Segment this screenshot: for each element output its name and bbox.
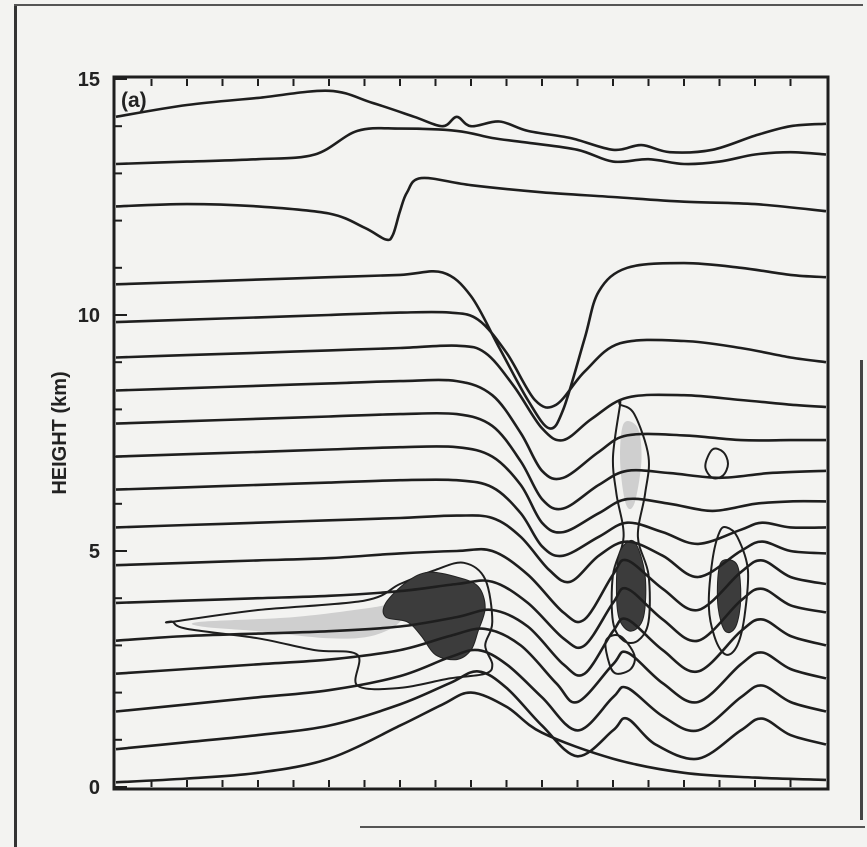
- cloud-region-dark-2: [382, 571, 486, 661]
- panel-label: (a): [121, 89, 147, 112]
- isentrope-line-4: [115, 608, 827, 677]
- isentrope-line-6: [115, 547, 827, 624]
- isentrope-line-8: [115, 478, 827, 558]
- isentrope-line-17: [115, 89, 827, 154]
- isentrope-line-10: [115, 411, 827, 511]
- isentrope-line-0: [115, 691, 827, 784]
- isentrope-line-15: [115, 176, 827, 242]
- isentrope-lines: [115, 89, 827, 784]
- cloud-region-light-4: [620, 420, 642, 510]
- isentrope-line-16: [115, 126, 827, 166]
- y-axis-ticks: 0 5 10 15: [78, 69, 127, 799]
- y-tick-label: 15: [78, 69, 100, 91]
- isentrope-line-3: [115, 627, 827, 704]
- cloud-region-outline-6: [604, 634, 636, 675]
- cloud-region-outline-7: [704, 447, 730, 480]
- isentrope-line-7: [115, 514, 827, 584]
- y-axis-label: HEIGHT (km): [49, 371, 71, 494]
- figure-border-top: [14, 4, 863, 6]
- y-tick-label: 0: [89, 777, 100, 799]
- isentrope-line-14: [115, 261, 827, 430]
- cloud-regions: [164, 399, 750, 691]
- isentrope-line-5: [115, 579, 827, 650]
- isentrope-line-9: [115, 445, 827, 534]
- figure-border-left: [14, 4, 17, 847]
- isentrope-line-11: [115, 378, 826, 481]
- x-axis-ticks: [150, 79, 792, 787]
- y-tick-label: 10: [78, 305, 100, 327]
- cloud-region-outline-0: [164, 561, 494, 691]
- figure-bottom-rule: [360, 826, 865, 828]
- isentrope-line-2: [115, 648, 827, 733]
- figure-border-right: [860, 360, 863, 820]
- cloud-region-outline-8: [707, 526, 750, 656]
- isentrope-line-13: [115, 310, 827, 409]
- y-tick-label: 5: [89, 541, 100, 563]
- plot-frame: [112, 75, 830, 791]
- isentrope-line-1: [115, 670, 827, 761]
- isentrope-line-12: [115, 344, 827, 442]
